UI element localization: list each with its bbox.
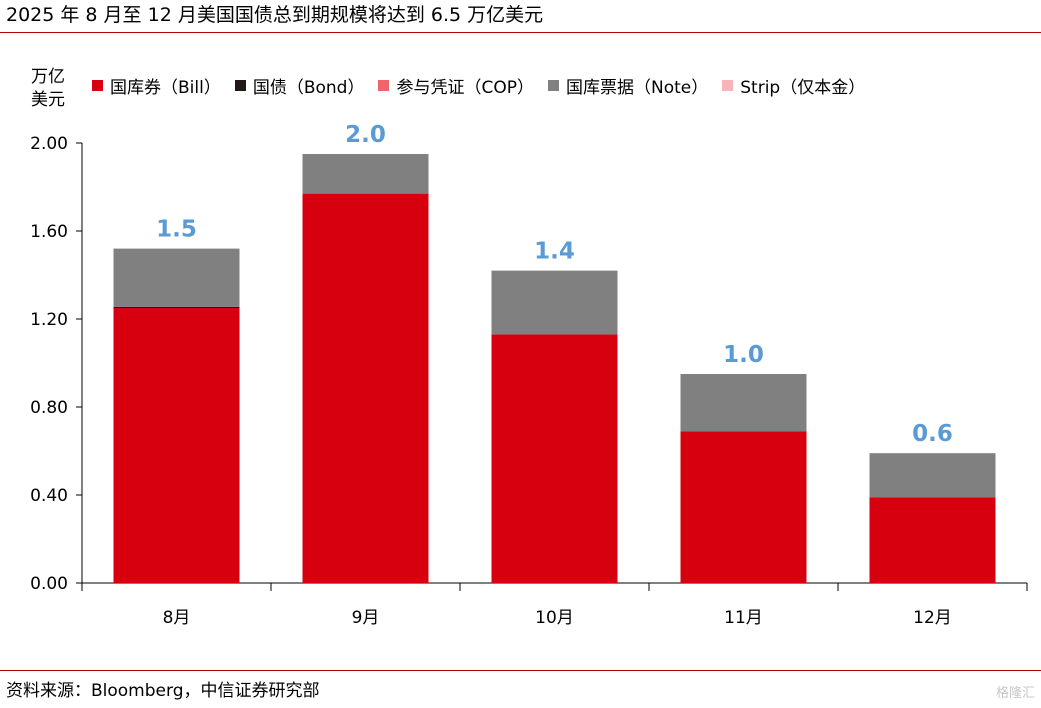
y-unit-label: 万亿 美元 [18,66,78,112]
y-tick-label: 1.60 [30,222,68,242]
legend-label: 国库票据（Note） [566,77,709,98]
x-tick-label: 8月 [163,608,191,628]
total-data-label: 1.4 [534,239,575,265]
chart-title: 2025 年 8 月至 12 月美国国债总到期规模将达到 6.5 万亿美元 [6,4,544,26]
bar-segment [302,154,429,194]
bar-segment [491,334,618,583]
y-tick-label: 0.80 [30,398,68,418]
legend-swatch [548,79,559,91]
title-divider [0,32,1041,33]
bar-segment [302,193,429,583]
y-tick-label: 0.40 [30,486,68,506]
legend-swatch [92,79,103,91]
y-tick-label: 0.00 [30,574,68,594]
total-data-label: 0.6 [912,421,953,447]
x-tick-label: 9月 [352,608,380,628]
total-data-label: 1.0 [723,342,764,368]
legend-item-3: 参与凭证（COP） [378,73,534,98]
x-tick-label: 11月 [724,608,763,628]
watermark: 格隆汇 [995,686,1035,701]
total-data-label: 2.0 [345,122,386,148]
bar-segment [491,270,618,335]
x-tick-label: 10月 [535,608,574,628]
bar-segment [869,497,996,583]
bar-segment [680,374,807,432]
bar-segment [113,308,240,583]
legend-label: 参与凭证（COP） [396,77,534,98]
source-note: 资料来源：Bloomberg，中信证券研究部 [6,681,320,701]
legend-item-5: Strip（仅本金） [722,73,865,98]
y-tick-label: 2.00 [30,134,68,154]
legend-swatch [234,79,246,91]
legend-label: Strip（仅本金） [740,77,866,98]
source-divider [0,670,1041,671]
legend-swatch [378,79,390,91]
legend-label: 国债（Bond） [252,77,365,98]
legend-item-4: 国库票据（Note） [548,73,708,98]
bar-segment [113,248,240,307]
bar-segment [113,306,240,308]
legend-label: 国库券（Bill） [110,77,221,98]
bar-segment [869,453,996,498]
legend: 国库券（Bill） 国债（Bond） 参与凭证（COP） 国库票据（Note） Stri… [92,72,879,98]
x-tick-label: 12月 [913,608,952,628]
y-unit-line-1: 万亿 [31,67,65,87]
bar-segment [680,431,807,583]
legend-item-1: 国库券（Bill） [92,73,221,98]
legend-swatch [722,79,734,91]
y-tick-label: 1.20 [30,310,68,330]
y-unit-line-2: 美元 [31,90,65,110]
total-data-label: 1.5 [156,217,197,243]
legend-item-2: 国债（Bond） [234,73,365,98]
stacked-bar-chart: 0.00 0.40 0.80 1.20 1.60 2.00 1.5 8月 2.0 9月 1.4 10月… [30,122,1028,628]
